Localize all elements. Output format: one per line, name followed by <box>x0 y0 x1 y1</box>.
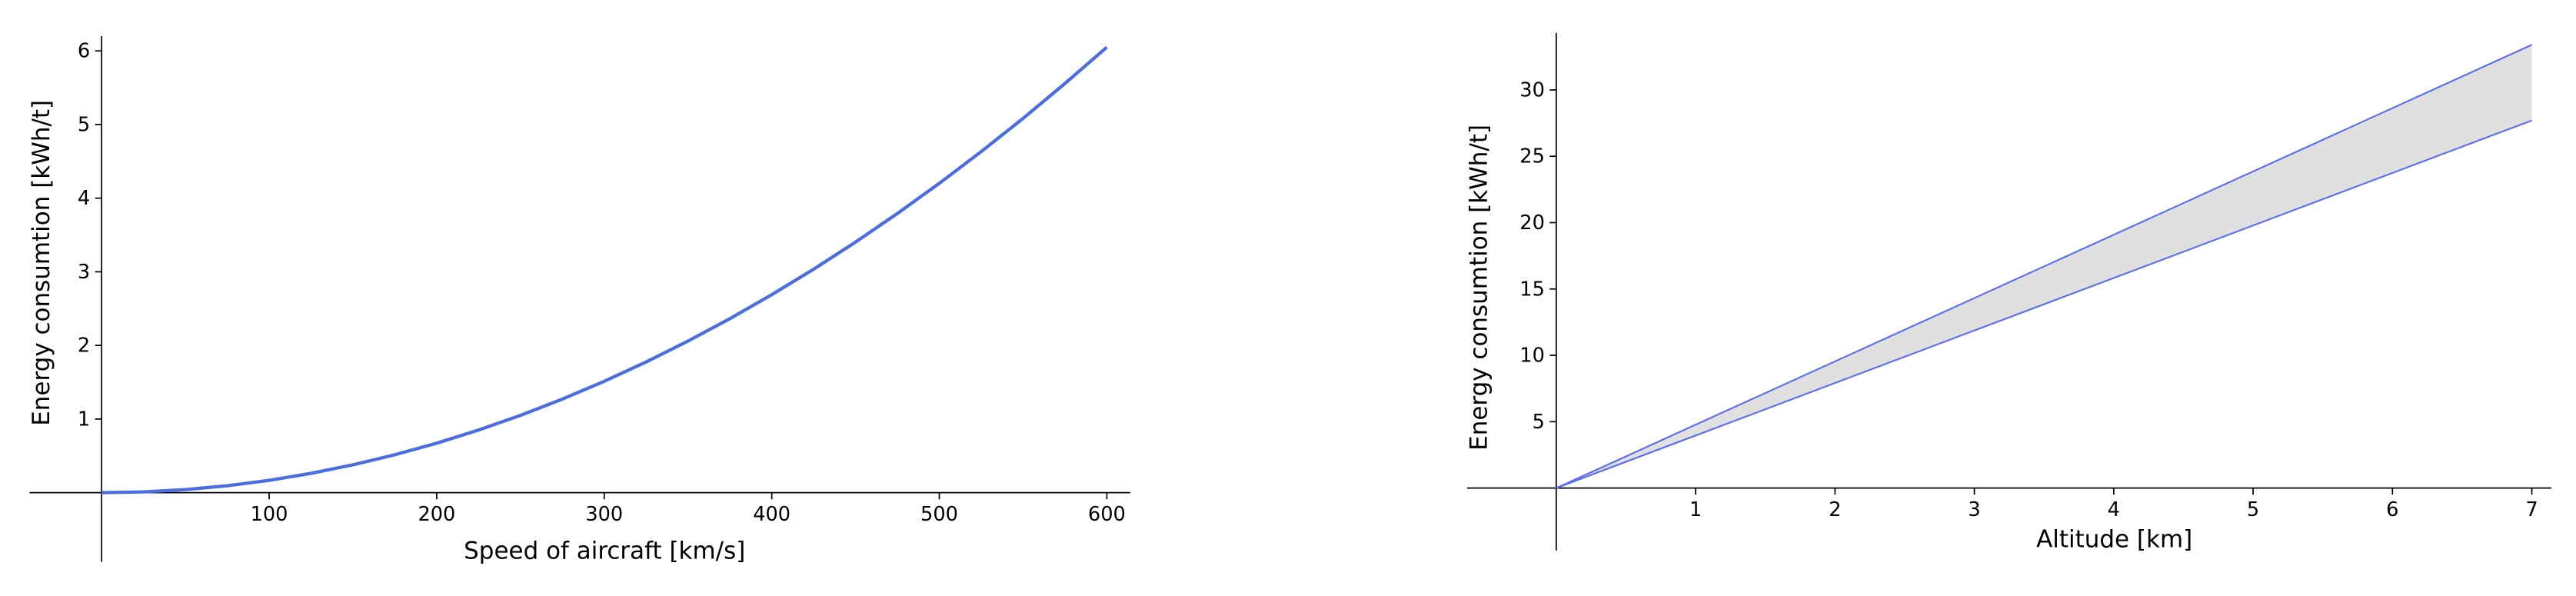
chart: 100 200 300 400 500 600 1 2 3 4 5 6 Speed of aircraf… <box>28 36 1130 564</box>
y-tick-label: 30 <box>1519 78 1545 102</box>
series-line <box>1556 44 2532 489</box>
y-axis-label: Energy consumtion [kWh/t] <box>28 100 55 426</box>
x-tick-label: 100 <box>251 503 288 526</box>
x-tick-label: 4 <box>2108 498 2120 521</box>
y-tick-label: 25 <box>1519 145 1545 168</box>
x-tick-label: 7 <box>2525 498 2538 521</box>
x-tick-label: 600 <box>1088 503 1126 526</box>
series-line <box>1556 119 2532 489</box>
y-tick-label: 15 <box>1519 278 1545 301</box>
chart: 1 2 3 4 5 6 7 5 10 15 20 25 30 Altitude [km] Energy co… <box>1466 32 2551 553</box>
x-tick-label: 3 <box>1968 498 1980 521</box>
x-tick-label: 1 <box>1689 498 1702 521</box>
x-tick-label: 500 <box>920 503 958 526</box>
x-axis-label: Speed of aircraft [km/s] <box>464 537 745 564</box>
x-tick-label: 5 <box>2247 498 2259 521</box>
y-tick-label: 3 <box>78 261 90 284</box>
x-axis-label: Altitude [km] <box>2036 525 2192 553</box>
y-tick-label: 5 <box>1533 411 1545 434</box>
x-tick-label: 200 <box>418 503 455 526</box>
y-tick-label: 5 <box>78 113 90 136</box>
y-tick-label: 20 <box>1519 211 1545 235</box>
x-tick-label: 6 <box>2386 498 2398 521</box>
x-tick-label: 2 <box>1829 498 1841 521</box>
y-axis-label: Energy consumtion [kWh/t] <box>1466 125 1493 451</box>
x-tick-label: 400 <box>753 503 790 526</box>
series-line <box>102 45 1108 494</box>
x-tick-label: 300 <box>585 503 623 526</box>
y-tick-label: 6 <box>78 40 90 63</box>
y-tick-label: 2 <box>78 335 90 358</box>
y-tick-label: 4 <box>78 187 90 210</box>
y-tick-label: 1 <box>78 408 90 431</box>
y-tick-label: 10 <box>1519 345 1545 368</box>
